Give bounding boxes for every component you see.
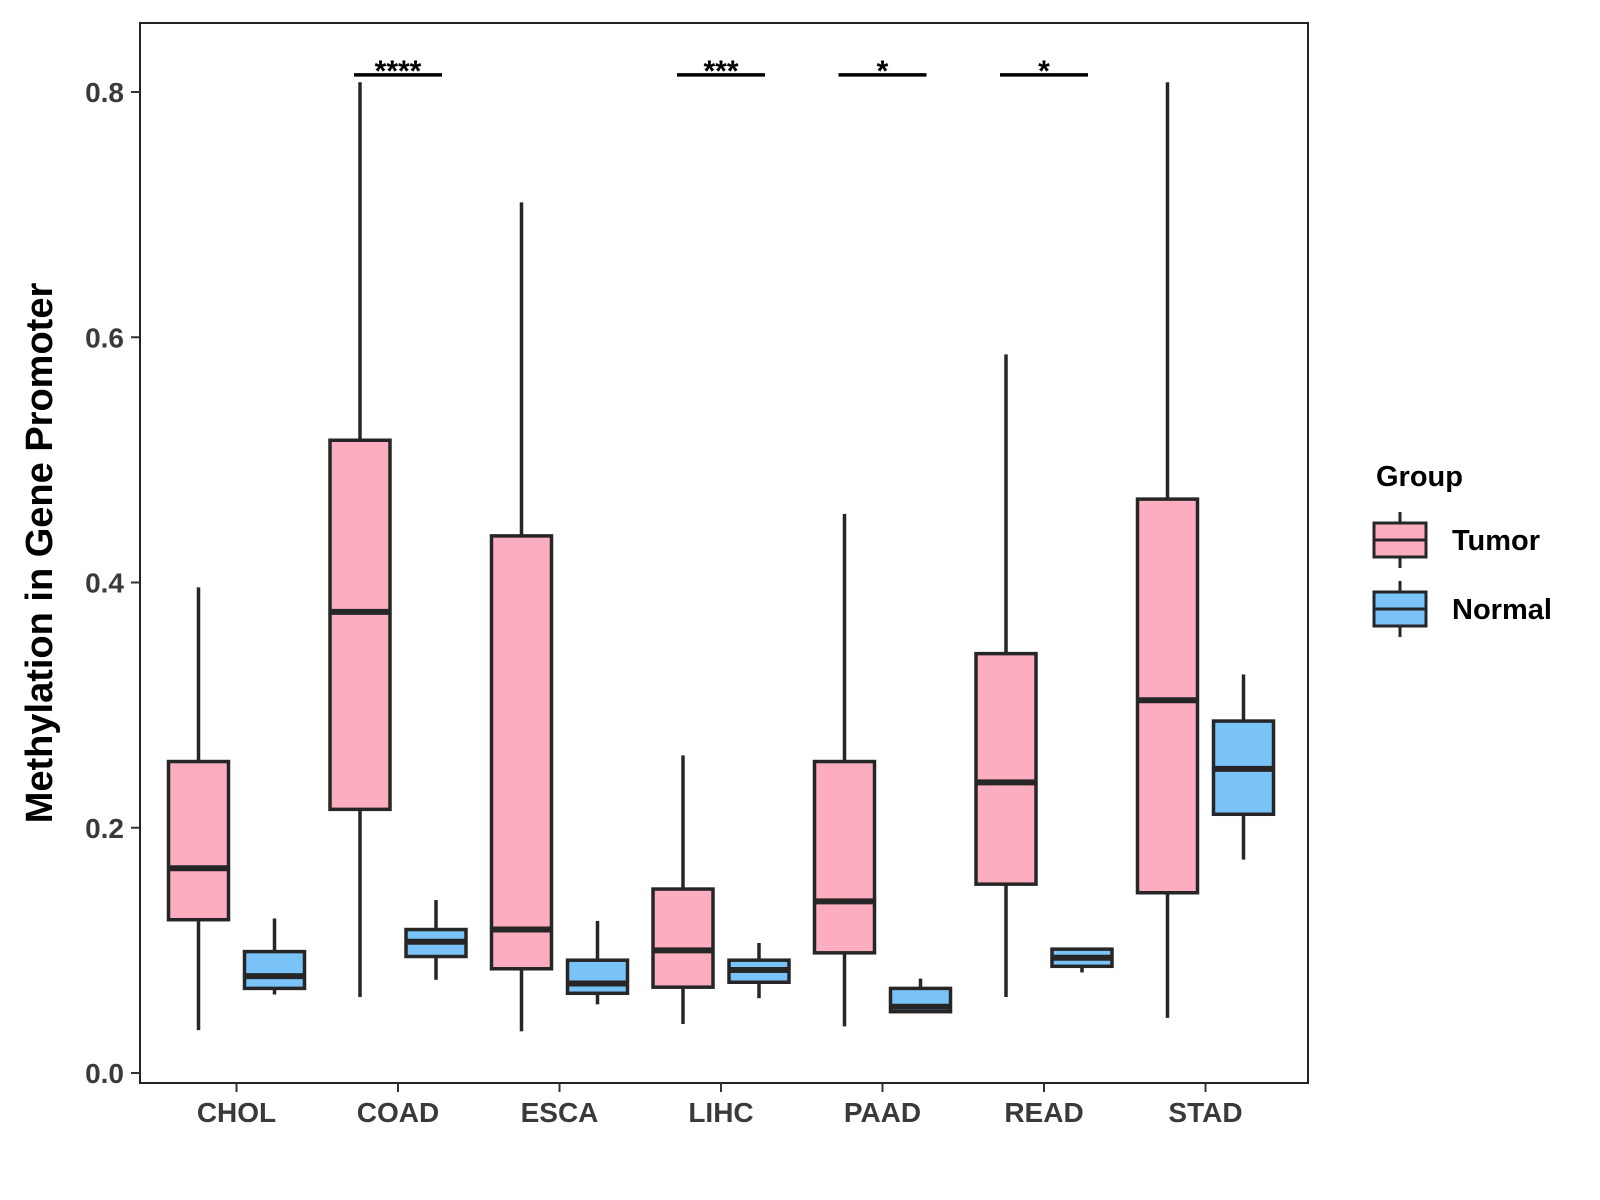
- y-tick-label: 0.2: [85, 813, 124, 844]
- x-tick-label-esca: ESCA: [521, 1097, 599, 1128]
- y-tick-label: 0.0: [85, 1058, 124, 1089]
- significance-label: ***: [703, 55, 738, 88]
- x-tick-label-read: READ: [1004, 1097, 1083, 1128]
- x-tick-label-paad: PAAD: [844, 1097, 921, 1128]
- x-tick-label-lihc: LIHC: [688, 1097, 753, 1128]
- box-body: [812, 759, 877, 955]
- box-normal-chol: [242, 918, 307, 995]
- box-tumor-chol: [166, 587, 231, 1031]
- legend-entry-tumor: Tumor: [1372, 512, 1540, 568]
- x-tick-label-stad: STAD: [1168, 1097, 1242, 1128]
- legend-title: Group: [1376, 461, 1463, 493]
- box-normal-coad: [404, 900, 468, 980]
- significance-label: ****: [375, 55, 422, 88]
- plot-panel-border: [139, 22, 1309, 1084]
- box-body: [166, 759, 231, 922]
- box-tumor-paad: [812, 513, 877, 1027]
- significance-lihc: ***: [677, 55, 765, 88]
- box-normal-lihc: [727, 943, 791, 999]
- y-tick-label: 0.6: [85, 322, 124, 353]
- y-tick-label: 0.4: [85, 568, 124, 599]
- y-axis-title: Methylation in Gene Promoter: [19, 283, 61, 824]
- box-body: [489, 534, 554, 971]
- legend-entry-normal: Normal: [1372, 581, 1552, 637]
- box-body: [565, 958, 630, 996]
- box-tumor-stad: [1135, 82, 1200, 1018]
- box-tumor-read: [974, 354, 1038, 997]
- y-axis: 0.0 0.2 0.4 0.6 0.8: [85, 77, 140, 1089]
- box-body: [974, 651, 1038, 886]
- box-normal-esca: [565, 920, 630, 1005]
- significance-label: *: [1038, 55, 1050, 88]
- significance-label: *: [877, 55, 889, 88]
- plot-area: [166, 82, 1276, 1032]
- significance-coad: ****: [354, 55, 442, 88]
- box-body: [1135, 497, 1200, 895]
- significance-paad: *: [838, 55, 927, 88]
- box-body: [328, 438, 392, 812]
- x-axis: CHOL COAD ESCA LIHC PAAD READ STAD: [197, 1083, 1243, 1128]
- legend-label: Normal: [1452, 594, 1552, 626]
- box-tumor-coad: [328, 82, 392, 997]
- legend-label: Tumor: [1452, 525, 1540, 557]
- significance-annotations: **** *** * *: [354, 55, 1088, 88]
- box-tumor-lihc: [651, 755, 715, 1024]
- x-tick-label-coad: COAD: [357, 1097, 439, 1128]
- box-normal-paad: [888, 978, 953, 1014]
- box-body: [651, 887, 715, 989]
- box-normal-read: [1050, 947, 1114, 973]
- box-tumor-esca: [489, 202, 554, 1032]
- x-tick-label-chol: CHOL: [197, 1097, 276, 1128]
- box-body: [242, 949, 307, 991]
- legend: Group Tumor Normal: [1372, 461, 1552, 637]
- significance-read: *: [1000, 55, 1088, 88]
- box-normal-stad: [1211, 674, 1276, 860]
- y-tick-label: 0.8: [85, 77, 124, 108]
